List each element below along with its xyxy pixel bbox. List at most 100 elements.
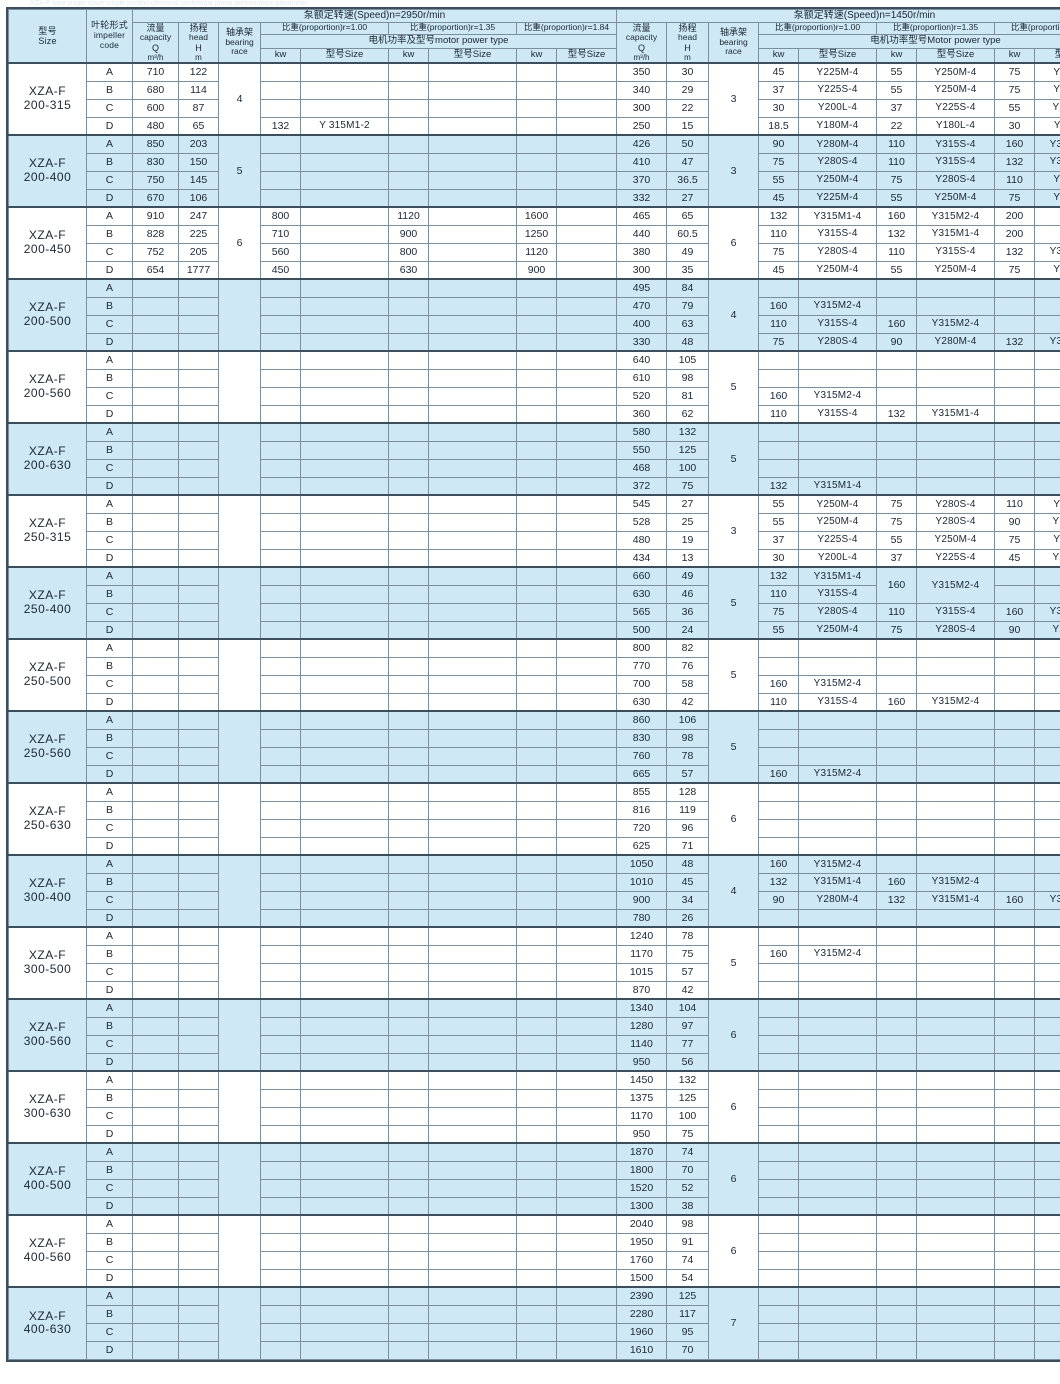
cell-kw-1450-r184: 30 [994,116,1035,136]
cell-model-2950-r184 [556,188,617,208]
table-row: XZA-F 300-630 A 1450 132 6 [8,1070,1060,1144]
cell-impeller-code: A [86,62,133,82]
cell-model-1450-r100: Y250M-4 [798,494,877,514]
cell-head-1450: 70 [666,1340,709,1360]
cell-model-2950-r100 [300,296,389,316]
cell-model-1450-r100: Y315M1-4 [798,872,877,892]
cell-kw-1450-r100: 55 [758,620,799,640]
cell-capacity-2950: 600 [132,98,179,118]
size-line-1: XZA-F [28,1236,67,1251]
cell-kw-1450-r184 [994,854,1035,874]
cell-model-2950-r135 [428,854,517,874]
cell-kw-1450-r100: 37 [758,530,799,550]
cell-kw-2950-r184 [516,1124,557,1144]
cell-kw-1450-r100: 110 [758,584,799,604]
cell-model-2950-r100 [300,1322,389,1342]
table-row: D 870 42 [9,980,1060,1000]
cell-kw-1450-r135: 22 [876,116,917,136]
cell-model-2950-r135 [428,1268,517,1288]
cell-kw-1450-r184: 110 [994,170,1035,190]
cell-kw-1450-r135: 55 [876,62,917,82]
cell-model-2950-r100 [300,62,389,82]
cell-model-2950-r184 [556,764,617,784]
cell-head-2950 [178,908,219,928]
cell-model-1450-r135 [916,1034,995,1054]
cell-kw-1450-r100: 75 [758,242,799,262]
cell-kw-2950-r100 [260,944,301,964]
cell-head-2950 [178,710,219,730]
cell-kw-2950-r184 [516,152,557,172]
cell-head-2950 [178,530,219,550]
cell-head-1450: 42 [666,980,709,1000]
cell-kw-1450-r135: 55 [876,188,917,208]
cell-capacity-2950 [132,584,179,604]
cell-model-1450-r100: Y250M-4 [798,260,877,280]
cell-bearing-race-1450: 6 [708,998,759,1072]
cell-model-1450-r184 [1034,944,1060,964]
cell-capacity-1450: 330 [616,332,667,352]
cell-model-2950-r135 [428,1178,517,1198]
capacity-unit-r: m³/h [633,52,650,62]
cell-head-2950 [178,476,219,496]
cell-model-2950-r135 [428,908,517,928]
cell-model-1450-r184 [1034,674,1060,694]
cell-kw-1450-r100 [758,1250,799,1270]
cell-model-1450-r135 [916,1142,995,1162]
cell-model-2950-r135 [428,872,517,892]
cell-impeller-code: C [86,1322,133,1342]
cell-bearing-race-1450: 6 [708,782,759,856]
table-row: C 1520 52 [9,1178,1060,1198]
cell-model-2950-r100 [300,170,389,190]
size-line-2: 250-500 [23,674,72,689]
size-line-1: XZA-F [28,1020,67,1035]
cell-kw-2950-r184: 1250 [516,224,557,244]
cell-kw-2950-r100 [260,98,301,118]
cell-model-2950-r135 [428,548,517,568]
table-row: XZA-F 200-560 A 640 105 5 [8,350,1060,424]
cell-kw-2950-r184 [516,548,557,568]
cell-capacity-1450: 495 [616,278,667,298]
cell-capacity-1450: 410 [616,152,667,172]
cell-capacity-2950 [132,710,179,730]
cell-head-1450: 100 [666,1106,709,1126]
header-size-r3: 型号Size [1034,48,1060,64]
cell-model-2950-r100 [300,602,389,622]
cell-kw-1450-r100: 132 [758,476,799,496]
header-impeller-cn: 叶轮形式 [91,20,128,31]
cell-model-2950-r135 [428,314,517,334]
cell-model-2950-r135 [428,1304,517,1324]
cell-model-1450-r135 [916,1322,995,1342]
cell-head-1450: 74 [666,1142,709,1162]
cell-model-2950-r184 [556,98,617,118]
cell-impeller-code: C [86,674,133,694]
cell-kw-2950-r135 [388,62,429,82]
cell-kw-2950-r184 [516,782,557,802]
cell-capacity-1450: 816 [616,800,667,820]
table-row: D 950 75 [9,1124,1060,1144]
cell-kw-1450-r100 [758,1160,799,1180]
cell-size: XZA-F 250-500 [8,638,87,712]
cell-model-2950-r100 [300,1214,389,1234]
cell-model-2950-r184 [556,1214,617,1234]
cell-model-1450-r100 [798,656,877,676]
cell-model-1450-r100: Y280S-4 [798,602,877,622]
cell-size: XZA-F 200-560 [8,350,87,424]
cell-kw-2950-r135: 800 [388,242,429,262]
cell-model-1450-r135 [916,1106,995,1126]
cell-capacity-2950 [132,800,179,820]
cell-model-1450-r135: Y280S-4 [916,170,995,190]
top-caption-trace: XZA-F type single stage single suction c… [30,0,308,7]
table-row: B 770 76 [9,656,1060,676]
cell-kw-1450-r100 [758,818,799,838]
table-row: B 610 98 [9,368,1060,388]
cell-model-1450-r184 [1034,1232,1060,1252]
cell-model-2950-r184 [556,1052,617,1072]
cell-kw-1450-r184 [994,998,1035,1018]
header-prop-184-left: 比重(proportion)r=1.84 [516,21,617,36]
cell-kw-2950-r184 [516,710,557,730]
cell-kw-2950-r100 [260,818,301,838]
cell-kw-2950-r135 [388,602,429,622]
cell-head-1450: 50 [666,134,709,154]
cell-impeller-code: D [86,908,133,928]
